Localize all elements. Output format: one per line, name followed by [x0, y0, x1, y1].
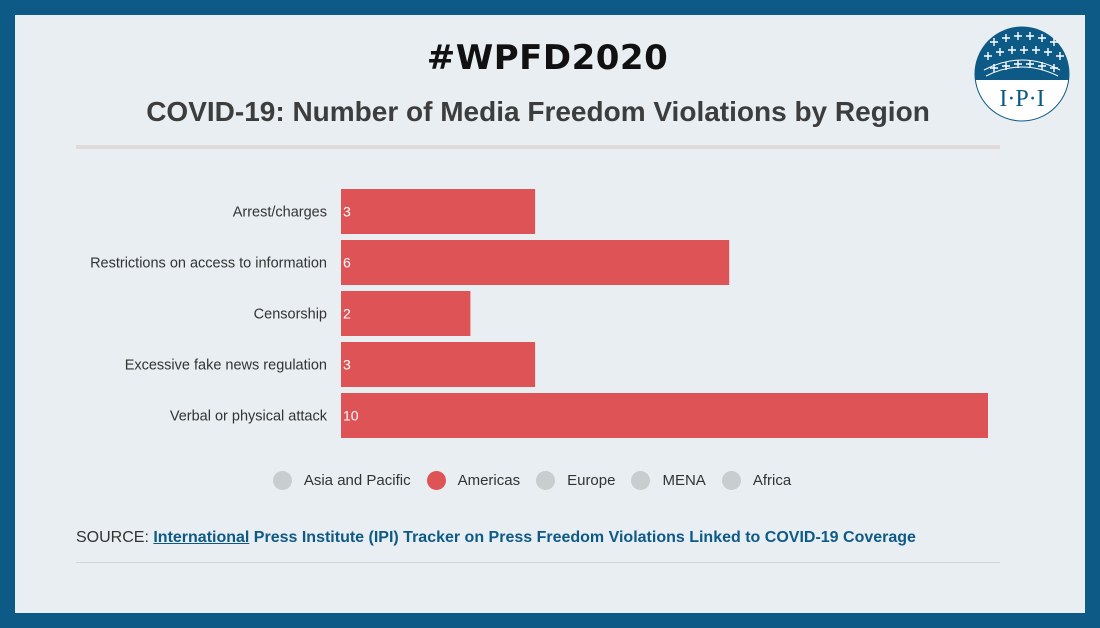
bar-value-label: 3	[343, 357, 351, 373]
bar-value-label: 3	[343, 204, 351, 220]
hashtag-heading: #WPFD2020	[426, 38, 669, 78]
bar[interactable]	[341, 342, 536, 387]
bar-value-label: 2	[343, 306, 351, 322]
category-label: Restrictions on access to information	[90, 256, 327, 272]
category-label: Verbal or physical attack	[170, 409, 328, 425]
legend-item-africa[interactable]: Africa	[721, 471, 792, 490]
legend-item-americas[interactable]: Americas	[426, 471, 521, 490]
legend: Asia and Pacific Americas Europe MENA Af…	[0, 471, 1064, 490]
legend-label: Asia and Pacific	[303, 472, 411, 489]
title-divider	[76, 145, 1000, 149]
logo-text: I·P·I	[999, 86, 1044, 112]
source-text: Press Institute (IPI) Tracker on Press F…	[249, 529, 916, 546]
legend-item-europe[interactable]: Europe	[536, 471, 615, 490]
source-link[interactable]: International	[153, 529, 250, 546]
legend-swatch	[272, 471, 292, 490]
legend-swatch	[426, 471, 446, 490]
category-label: Arrest/charges	[233, 205, 327, 221]
legend-item-mena[interactable]: MENA	[631, 471, 706, 490]
chart-panel	[15, 15, 1085, 613]
bar-value-label: 10	[343, 408, 359, 424]
legend-label: Africa	[752, 472, 792, 489]
category-label: Censorship	[254, 307, 327, 323]
bars-layer: Arrest/charges 3 Restrictions on access to…	[90, 189, 988, 438]
ipi-logo[interactable]: I·P·I	[974, 26, 1070, 122]
source-divider	[76, 562, 1000, 563]
bar[interactable]	[341, 189, 536, 234]
bar[interactable]	[341, 291, 471, 336]
source-note: SOURCE: International Press Institute (I…	[76, 529, 916, 547]
source-prefix: SOURCE:	[76, 529, 154, 546]
legend-swatch	[536, 471, 556, 490]
legend-label: Americas	[457, 472, 521, 489]
legend-item-asia-pacific[interactable]: Asia and Pacific	[272, 471, 411, 490]
legend-swatch	[631, 471, 651, 490]
bar[interactable]	[341, 240, 730, 285]
legend-swatch	[721, 471, 741, 490]
chart-title: COVID-19: Number of Media Freedom Violat…	[146, 96, 930, 127]
legend-label: Europe	[567, 472, 616, 489]
legend-label: MENA	[662, 472, 706, 489]
bar[interactable]	[341, 393, 988, 438]
bar-value-label: 6	[343, 255, 351, 271]
logo-cross-pattern	[984, 32, 1064, 72]
category-label: Excessive fake news regulation	[125, 358, 327, 374]
